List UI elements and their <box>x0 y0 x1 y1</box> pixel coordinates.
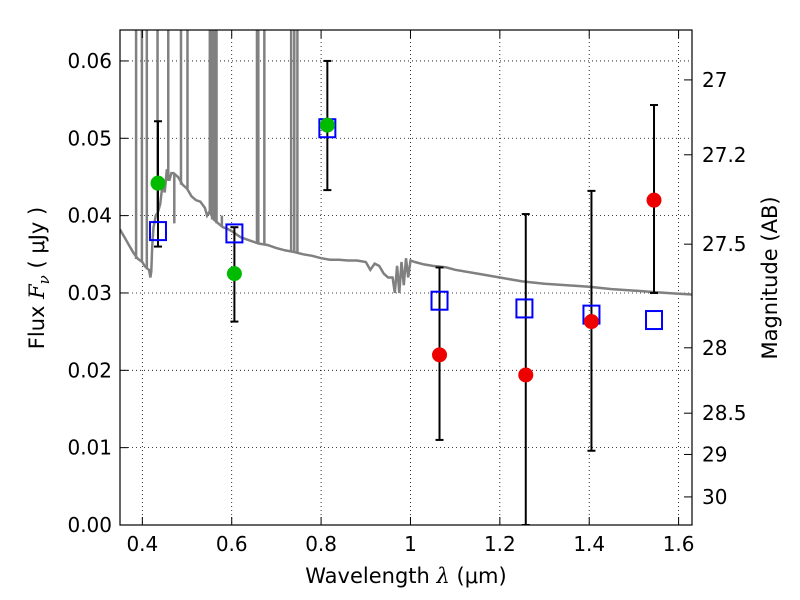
y-axis-label: Flux Fν ( μJy ) <box>25 207 53 349</box>
y-axis-ticks: 0.00 0.01 0.02 0.03 0.04 0.05 0.06 <box>67 49 128 537</box>
x-tick-label: 0.6 <box>216 532 248 556</box>
model-point <box>645 310 664 331</box>
y2-tick-label: 27.5 <box>702 232 747 256</box>
x-tick-label: 1.2 <box>484 532 516 556</box>
x-tick-label: 0.8 <box>305 532 337 556</box>
observed-point-red <box>432 347 448 363</box>
y2-tick-label: 29 <box>702 442 727 466</box>
model-points-layer <box>148 118 664 331</box>
model-point <box>430 290 449 311</box>
observed-point-green <box>319 117 335 133</box>
model-point <box>515 298 534 319</box>
x-axis-ticks: 0.4 0.6 0.8 1 1.2 1.4 1.6 <box>126 30 695 556</box>
observed-point-green <box>150 175 166 191</box>
y2-tick-label: 27 <box>702 68 727 92</box>
model-point <box>225 223 244 244</box>
y-tick-label: 0.00 <box>67 513 112 537</box>
y-tick-label: 0.02 <box>67 358 112 382</box>
y2-tick-label: 30 <box>702 485 727 509</box>
y2-axis-label: Magnitude (AB) <box>758 196 782 359</box>
x-tick-label: 1.6 <box>663 532 695 556</box>
x-tick-label: 1 <box>404 532 417 556</box>
observed-point-red <box>583 314 599 330</box>
model-spectrum-line <box>120 168 692 296</box>
y2-tick-label: 27.2 <box>702 143 747 167</box>
observed-point-red <box>518 367 534 383</box>
x-axis-label: Wavelength λ (μm) <box>305 564 506 588</box>
model-point <box>148 221 167 242</box>
y2-tick-label: 28.5 <box>702 401 747 425</box>
y-tick-label: 0.01 <box>67 436 112 460</box>
plot-background <box>120 30 692 525</box>
y2-axis-ticks: 27 27.2 27.5 28 28.5 29 30 <box>684 68 747 509</box>
observed-points-layer <box>150 117 662 383</box>
observed-point-green <box>226 266 242 282</box>
y-tick-label: 0.06 <box>67 49 112 73</box>
plot-frame <box>119 29 693 526</box>
y-tick-label: 0.05 <box>67 126 112 150</box>
x-tick-label: 0.4 <box>126 532 158 556</box>
x-tick-label: 1.4 <box>573 532 605 556</box>
y-tick-label: 0.04 <box>67 204 112 228</box>
y2-tick-label: 28 <box>702 336 727 360</box>
observed-point-red <box>646 192 662 208</box>
model-spectrum-layer <box>120 30 692 296</box>
y-tick-label: 0.03 <box>67 281 112 305</box>
